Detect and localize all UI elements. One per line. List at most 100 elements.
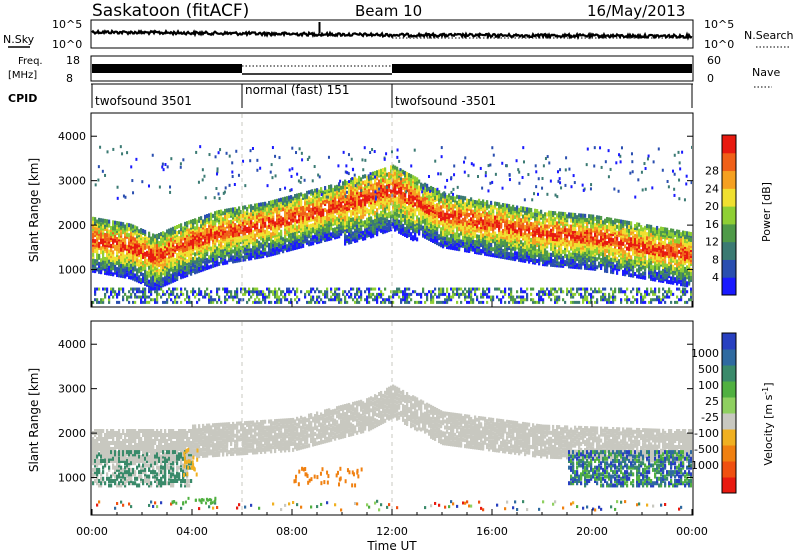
power-cell [282, 207, 285, 212]
power-cell [396, 196, 399, 201]
power-cell [464, 208, 467, 213]
power-cell [284, 292, 287, 296]
power-cell [420, 220, 423, 225]
power-cell [360, 227, 363, 232]
power-cell [188, 252, 191, 257]
power-cell [246, 290, 249, 294]
power-cell [272, 247, 275, 252]
power-cell [312, 287, 315, 291]
power-cell [426, 209, 429, 214]
power-cell [358, 233, 361, 238]
power-cell [154, 252, 157, 257]
power-cell [426, 205, 429, 210]
power-cell [276, 295, 279, 299]
power-cell [480, 292, 483, 296]
power-cell [146, 295, 149, 299]
power-cell [148, 295, 151, 299]
power-cell [328, 226, 331, 231]
power-cell [438, 198, 441, 203]
power-cell [128, 275, 131, 280]
power-cell [472, 235, 475, 240]
power-cell [390, 295, 393, 299]
power-cell [304, 211, 307, 216]
power-cell [376, 176, 379, 181]
power-cell [278, 232, 281, 237]
power-cell [494, 241, 497, 246]
power-cell [382, 300, 385, 304]
power-cell [218, 287, 221, 291]
power-cell [192, 245, 195, 249]
power-cell [474, 248, 477, 253]
power-cell [448, 245, 451, 250]
power-cell [108, 265, 111, 270]
power-cell [482, 225, 485, 230]
cpid-segment-label: normal (fast) 151 [245, 83, 349, 97]
power-cell [370, 287, 373, 291]
power-cell [208, 292, 211, 296]
power-cell [422, 287, 425, 291]
power-cell [108, 295, 111, 299]
power-cell [474, 287, 477, 291]
power-cell [156, 233, 159, 238]
power-cell [460, 231, 463, 236]
power-cell [148, 265, 151, 270]
power-cell [256, 300, 259, 304]
power-cell [246, 234, 249, 239]
power-cell [446, 295, 449, 299]
power-cell [112, 256, 115, 261]
power-cell [330, 214, 333, 219]
power-cell [134, 295, 137, 299]
power-cell [248, 244, 251, 249]
power-cell [472, 231, 475, 236]
power-cell [344, 215, 347, 220]
power-cell [222, 217, 225, 222]
power-cell [500, 300, 503, 304]
power-cell [496, 253, 499, 258]
power-cell [384, 217, 387, 222]
power-cell [308, 190, 311, 195]
power-cell [268, 292, 271, 296]
power-cell [398, 227, 401, 232]
power-cell [400, 298, 403, 302]
power-cell [350, 185, 353, 190]
power-cell [446, 207, 449, 212]
power-cell [122, 274, 125, 279]
power-cell [96, 298, 99, 302]
power-cell [410, 236, 413, 241]
power-cell [116, 251, 119, 256]
power-cell [342, 185, 345, 190]
power-cell [356, 224, 359, 229]
power-cell [482, 203, 485, 208]
power-cell [306, 230, 309, 235]
power-cell [430, 290, 433, 294]
power-cell [404, 295, 407, 299]
power-cell [394, 292, 397, 296]
power-cell [400, 194, 403, 199]
power-cell [456, 234, 459, 239]
power-cell [282, 217, 285, 222]
power-cell [220, 241, 223, 246]
power-cell [360, 199, 363, 204]
power-cell [360, 298, 363, 302]
power-cell [388, 225, 391, 230]
power-cell [292, 240, 295, 245]
power-cell [450, 219, 453, 224]
power-cell [198, 287, 201, 291]
power-cell [252, 233, 255, 238]
power-cell [270, 200, 273, 205]
power-cell [298, 298, 301, 302]
power-cell [120, 231, 123, 236]
power-cell [386, 172, 389, 177]
power-cell [466, 295, 469, 299]
power-cell [404, 232, 407, 237]
power-cell [358, 215, 361, 220]
power-cell [260, 292, 263, 296]
power-cell [314, 202, 317, 207]
power-cell [198, 216, 201, 221]
nave-tick-bottom: 0 [707, 72, 714, 85]
power-cell [256, 203, 259, 208]
power-cell [192, 225, 195, 229]
power-cell [118, 247, 121, 252]
power-cell [490, 222, 493, 227]
power-cell [420, 300, 423, 304]
